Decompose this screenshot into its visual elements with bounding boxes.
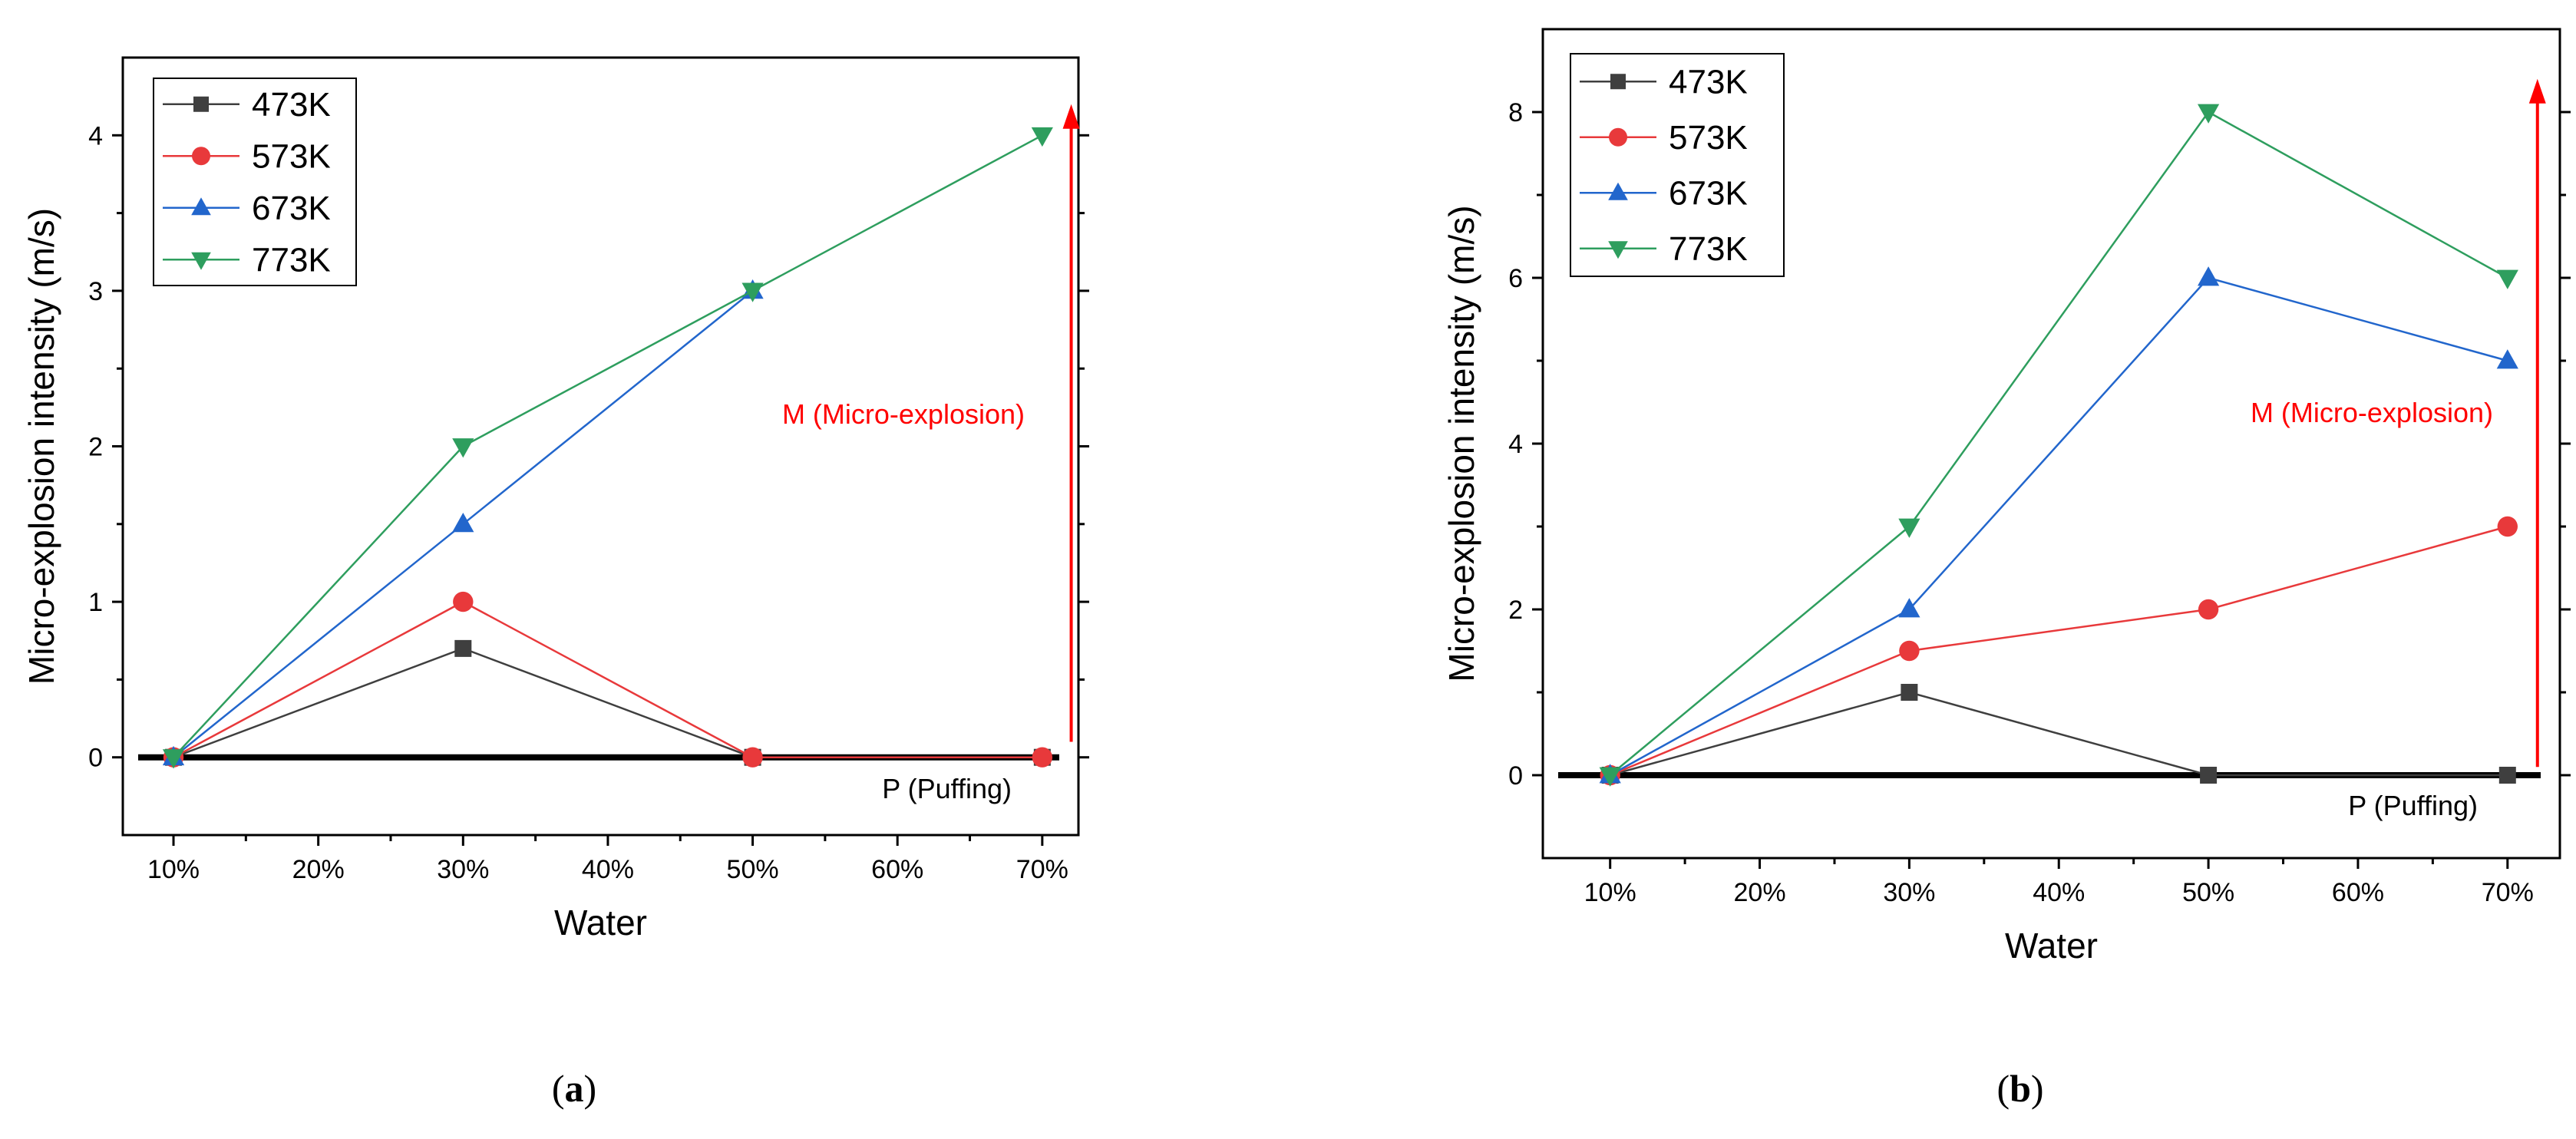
y-axis-title: Micro-explosion intensity (m/s) (1442, 205, 1481, 682)
x-tick-label: 30% (1883, 878, 1935, 907)
data-point-773K (1031, 127, 1053, 147)
y-tick-label: 2 (88, 433, 103, 462)
legend-marker-773K (191, 252, 211, 270)
micro-explosion-arrowhead (1062, 104, 1080, 129)
caption-letter: a (565, 1067, 584, 1110)
legend-label-773K: 773K (252, 241, 331, 279)
caption-letter: b (2010, 1067, 2031, 1110)
legend-marker-673K (191, 197, 211, 216)
x-tick-label: 50% (2182, 878, 2234, 907)
data-point-773K (1599, 767, 1621, 787)
series-line-773K (1609, 111, 2508, 776)
data-point-573K (1032, 747, 1053, 768)
x-tick-label: 10% (1584, 878, 1636, 907)
data-point-773K (2197, 104, 2220, 124)
x-tick-label: 70% (1016, 855, 1068, 884)
y-tick-label: 4 (88, 121, 103, 150)
legend: 473K 573K 673K 773K (153, 78, 357, 286)
panel-caption: (a) (552, 1067, 596, 1110)
caption-open: ( (1996, 1067, 2010, 1110)
series-line-573K (1610, 525, 2508, 777)
legend-label-573K: 573K (1669, 119, 1748, 157)
data-point-573K (2497, 516, 2518, 537)
y-tick-label: 4 (1508, 430, 1523, 459)
series-line-473K (1610, 691, 2508, 777)
panel-caption: (b) (1996, 1067, 2043, 1110)
data-point-773K (452, 438, 474, 458)
series-line-773K (173, 134, 1043, 758)
legend-label-473K: 473K (252, 86, 331, 124)
chart-panel-a: 0 1 2 3 4 10% 20% 30% 40% 50% 60% 70% Water Micro-exp… (21, 56, 1089, 1110)
data-point-773K (162, 749, 185, 769)
data-point-473K (1901, 684, 1918, 701)
data-point-573K (742, 747, 763, 768)
x-tick-label: 50% (727, 855, 779, 884)
series-line-673K (1610, 276, 2508, 777)
x-tick-label: 40% (582, 855, 634, 884)
legend-marker-473K (1610, 74, 1626, 90)
legend-label-473K: 473K (1669, 63, 1748, 101)
micro-explosion-arrowhead (2528, 78, 2546, 104)
x-tick-label: 70% (2482, 878, 2534, 907)
data-point-573K (453, 591, 474, 612)
legend-label-673K: 673K (1669, 174, 1748, 212)
x-tick-label: 20% (292, 855, 345, 884)
y-tick-label: 2 (1508, 596, 1523, 625)
x-tick-label: 20% (1734, 878, 1786, 907)
legend-marker-573K (192, 147, 210, 166)
puffing-label: P (Puffing) (882, 773, 1012, 804)
data-point-673K (452, 512, 474, 533)
legend-label-673K: 673K (252, 190, 331, 227)
legend-label-573K: 573K (252, 137, 331, 175)
data-point-773K (1898, 518, 1920, 538)
y-tick-label: 3 (88, 277, 103, 306)
data-point-773K (741, 282, 764, 302)
x-tick-label: 60% (871, 855, 923, 884)
y-tick-label: 0 (1508, 761, 1523, 791)
y-tick-label: 6 (1508, 264, 1523, 293)
legend-box (1570, 53, 1785, 277)
x-tick-label: 10% (147, 855, 200, 884)
x-axis-title: Water (554, 903, 647, 943)
micro-explosion-label: M (Micro-explosion) (782, 398, 1025, 430)
legend-marker-673K (1608, 182, 1628, 200)
data-point-473K (454, 639, 472, 657)
caption-close: ) (584, 1067, 597, 1110)
data-point-573K (2198, 599, 2219, 620)
data-point-673K (2197, 266, 2220, 286)
legend-marker-573K (1609, 127, 1627, 147)
legend-marker-773K (1608, 241, 1628, 259)
series-line-573K (173, 600, 1042, 758)
legend-box (153, 78, 357, 286)
y-tick-label: 0 (88, 744, 103, 773)
data-point-573K (1899, 640, 1920, 662)
legend-label-773K: 773K (1669, 230, 1748, 268)
data-point-473K (2200, 767, 2218, 784)
x-tick-label: 30% (437, 855, 489, 884)
y-tick-label: 1 (88, 588, 103, 617)
x-tick-label: 60% (2332, 878, 2384, 907)
y-tick-label: 8 (1508, 98, 1523, 127)
legend: 473K 573K 673K 773K (1570, 53, 1785, 277)
x-tick-label: 40% (2033, 878, 2085, 907)
y-axis-title: Micro-explosion intensity (m/s) (21, 208, 61, 685)
micro-explosion-label: M (Micro-explosion) (2251, 397, 2493, 428)
data-point-673K (1898, 598, 1920, 618)
caption-close: ) (2031, 1067, 2044, 1110)
chart-panel-b: 0 2 4 6 8 10% 20% 30% 40% 50% 60% 70% Water Micro-exp… (1442, 28, 2571, 1110)
caption-open: ( (552, 1067, 565, 1110)
puffing-label: P (Puffing) (2348, 790, 2478, 821)
x-axis-title: Water (2005, 926, 2098, 966)
legend-marker-473K (193, 96, 209, 112)
data-point-473K (2498, 767, 2516, 784)
series-line-473K (173, 647, 1042, 758)
data-point-773K (2496, 269, 2518, 289)
data-point-673K (2496, 349, 2518, 369)
